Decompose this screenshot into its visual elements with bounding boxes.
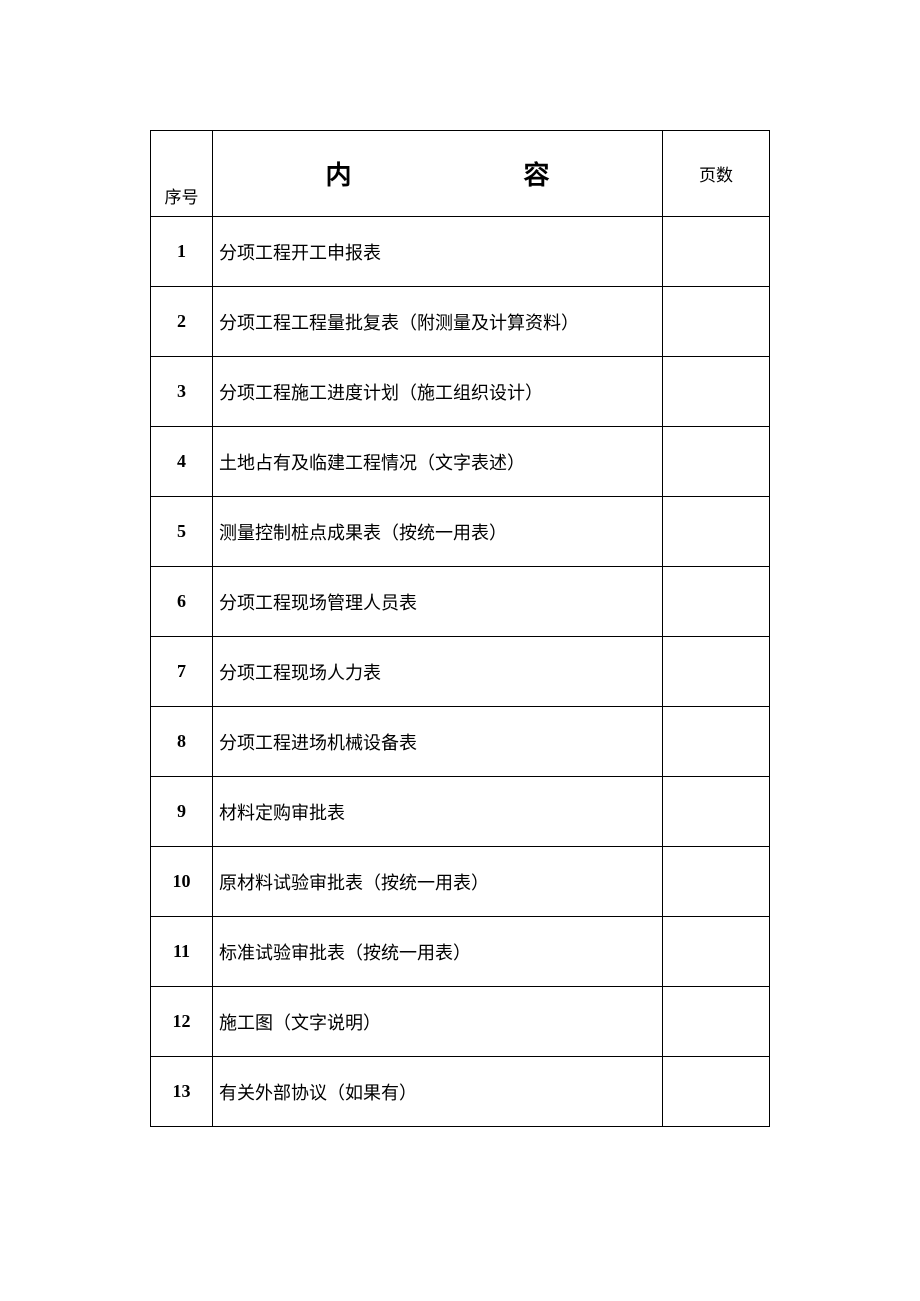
header-seq-cell: 序号 [151,131,213,217]
row-seq: 2 [151,287,213,357]
row-seq: 13 [151,1057,213,1127]
row-seq: 7 [151,637,213,707]
row-pages [663,357,770,427]
row-pages [663,567,770,637]
row-pages [663,987,770,1057]
row-pages [663,637,770,707]
row-content: 原材料试验审批表（按统一用表） [213,847,663,917]
header-content-cell: 内 容 [213,131,663,217]
row-content: 标准试验审批表（按统一用表） [213,917,663,987]
row-content: 分项工程进场机械设备表 [213,707,663,777]
row-seq: 10 [151,847,213,917]
row-seq: 8 [151,707,213,777]
header-pages-cell: 页数 [663,131,770,217]
table-row: 8 分项工程进场机械设备表 [151,707,770,777]
row-content: 有关外部协议（如果有） [213,1057,663,1127]
page-container: 序号 内 容 页数 1 分项工程开工申报表 2 分项工程工程量批复表（附测量及计… [0,0,920,1127]
row-seq: 4 [151,427,213,497]
row-seq: 3 [151,357,213,427]
row-content: 施工图（文字说明） [213,987,663,1057]
row-seq: 1 [151,217,213,287]
table-row: 4 土地占有及临建工程情况（文字表述） [151,427,770,497]
table-row: 12 施工图（文字说明） [151,987,770,1057]
table-row: 1 分项工程开工申报表 [151,217,770,287]
row-content: 分项工程开工申报表 [213,217,663,287]
row-pages [663,707,770,777]
row-pages [663,847,770,917]
row-content: 测量控制桩点成果表（按统一用表） [213,497,663,567]
table-row: 10 原材料试验审批表（按统一用表） [151,847,770,917]
row-content: 土地占有及临建工程情况（文字表述） [213,427,663,497]
row-content: 分项工程现场管理人员表 [213,567,663,637]
row-content: 分项工程现场人力表 [213,637,663,707]
row-pages [663,1057,770,1127]
table-row: 6 分项工程现场管理人员表 [151,567,770,637]
row-content: 分项工程工程量批复表（附测量及计算资料） [213,287,663,357]
table-row: 5 测量控制桩点成果表（按统一用表） [151,497,770,567]
header-pages-label: 页数 [699,166,733,185]
row-seq: 6 [151,567,213,637]
table-row: 2 分项工程工程量批复表（附测量及计算资料） [151,287,770,357]
table-row: 3 分项工程施工进度计划（施工组织设计） [151,357,770,427]
header-seq-label: 序号 [151,183,212,208]
row-seq: 9 [151,777,213,847]
contents-table: 序号 内 容 页数 1 分项工程开工申报表 2 分项工程工程量批复表（附测量及计… [150,130,770,1127]
row-seq: 12 [151,987,213,1057]
row-pages [663,777,770,847]
table-row: 13 有关外部协议（如果有） [151,1057,770,1127]
table-row: 11 标准试验审批表（按统一用表） [151,917,770,987]
row-pages [663,497,770,567]
row-seq: 5 [151,497,213,567]
row-pages [663,217,770,287]
header-content-label: 内 容 [325,161,589,190]
table-row: 9 材料定购审批表 [151,777,770,847]
row-pages [663,427,770,497]
row-content: 分项工程施工进度计划（施工组织设计） [213,357,663,427]
row-content: 材料定购审批表 [213,777,663,847]
table-row: 7 分项工程现场人力表 [151,637,770,707]
row-pages [663,917,770,987]
row-pages [663,287,770,357]
row-seq: 11 [151,917,213,987]
table-header-row: 序号 内 容 页数 [151,131,770,217]
